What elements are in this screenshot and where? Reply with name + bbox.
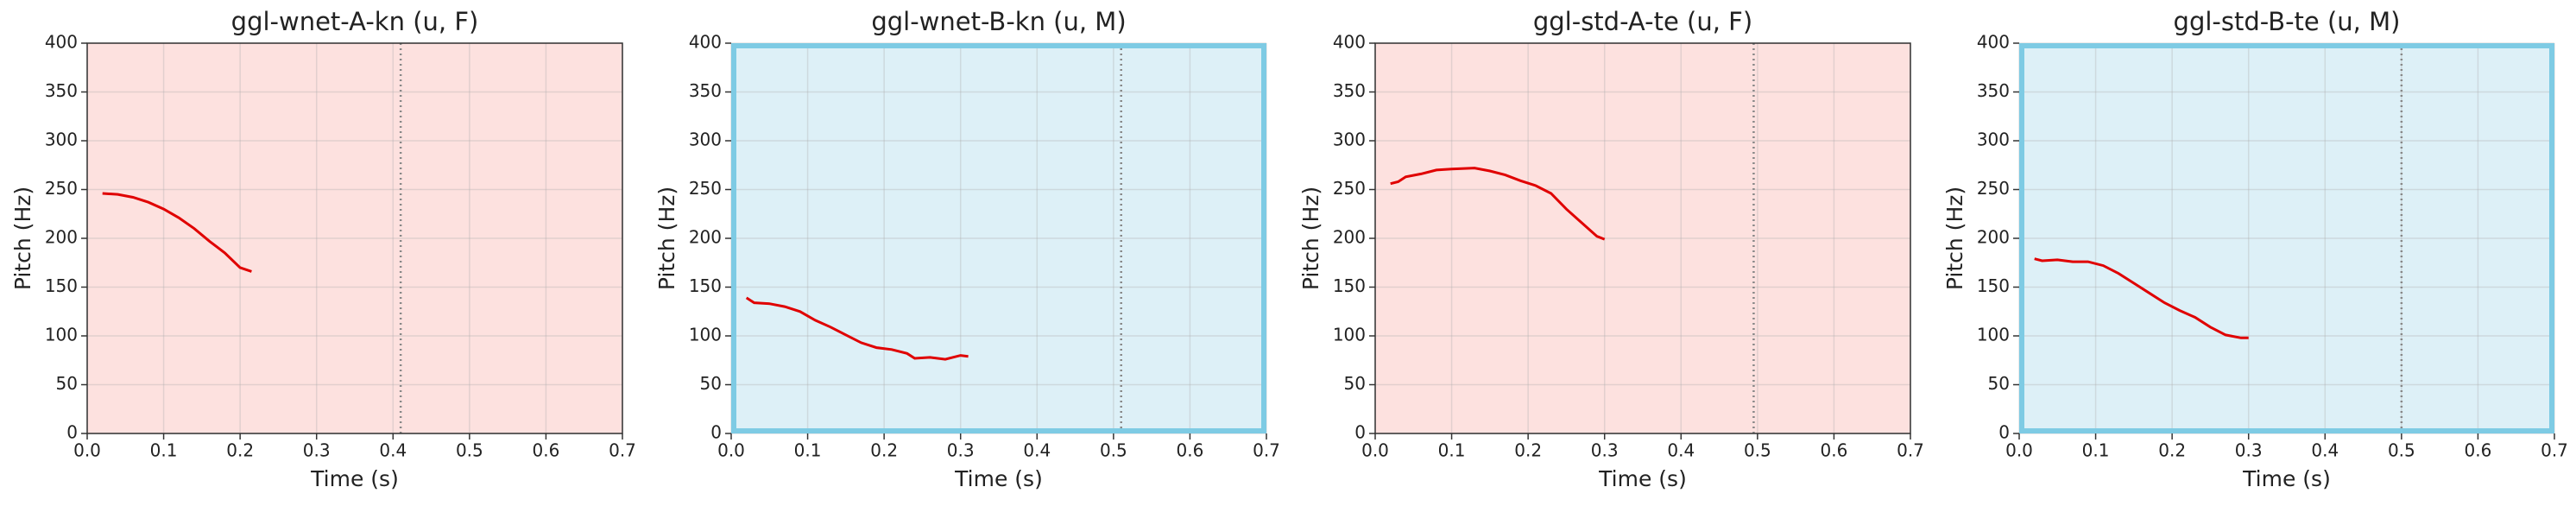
- y-tick-label: 300: [689, 130, 722, 150]
- x-tick-label: 0.4: [2311, 440, 2339, 461]
- x-tick-label: 0.0: [73, 440, 101, 461]
- x-tick-label: 0.0: [1361, 440, 1389, 461]
- y-tick-label: 0: [1354, 422, 1366, 443]
- y-tick-label: 150: [1977, 275, 2010, 296]
- y-axis-label: Pitch (Hz): [1298, 187, 1323, 290]
- y-tick-label: 50: [56, 373, 78, 394]
- x-tick-label: 0.4: [379, 440, 407, 461]
- x-tick-label: 0.2: [2158, 440, 2186, 461]
- y-tick-label: 50: [700, 373, 722, 394]
- x-tick-label: 0.3: [2235, 440, 2263, 461]
- y-tick-label: 350: [1977, 80, 2010, 101]
- y-tick-label: 0: [710, 422, 722, 443]
- y-tick-label: 250: [1977, 178, 2010, 199]
- y-tick-label: 0: [66, 422, 78, 443]
- y-tick-label: 400: [1333, 32, 1366, 53]
- x-tick-label: 0.5: [1100, 440, 1127, 461]
- x-axis-label: Time (s): [2242, 466, 2331, 491]
- x-tick-label: 0.2: [1514, 440, 1542, 461]
- plot-border: [731, 43, 1266, 433]
- pitch-line: [2034, 257, 2249, 339]
- y-tick-label: 400: [689, 32, 722, 53]
- y-tick-label: 200: [689, 227, 722, 248]
- y-axis-label: Pitch (Hz): [1942, 187, 1967, 290]
- y-tick-label: 100: [1977, 325, 2010, 345]
- plot-background: [2019, 43, 2554, 433]
- y-tick-label: 100: [689, 325, 722, 345]
- y-tick-label: 250: [1333, 178, 1366, 199]
- y-tick-label: 200: [45, 227, 78, 248]
- x-tick-label: 0.4: [1667, 440, 1695, 461]
- y-tick-label: 300: [1977, 130, 2010, 150]
- y-tick-label: 400: [45, 32, 78, 53]
- plot-border: [2019, 43, 2554, 433]
- x-tick-label: 0.6: [1177, 440, 1204, 461]
- chart-title: ggl-std-B-te (u, M): [2174, 7, 2401, 36]
- chart-title: ggl-wnet-B-kn (u, M): [871, 7, 1126, 36]
- x-tick-label: 0.1: [794, 440, 822, 461]
- x-tick-label: 0.6: [533, 440, 560, 461]
- chart-title: ggl-wnet-A-kn (u, F): [231, 7, 479, 36]
- y-tick-label: 50: [1988, 373, 2010, 394]
- y-tick-label: 300: [45, 130, 78, 150]
- x-tick-label: 0.7: [1897, 440, 1924, 461]
- pitch-line: [102, 192, 252, 273]
- y-tick-label: 250: [689, 178, 722, 199]
- y-tick-label: 200: [1333, 227, 1366, 248]
- y-tick-label: 150: [1333, 275, 1366, 296]
- plot-background: [731, 43, 1266, 433]
- x-tick-label: 0.3: [303, 440, 331, 461]
- y-tick-label: 350: [689, 80, 722, 101]
- x-tick-label: 0.3: [947, 440, 975, 461]
- x-tick-label: 0.2: [870, 440, 898, 461]
- x-tick-label: 0.0: [2005, 440, 2033, 461]
- x-tick-label: 0.1: [2082, 440, 2110, 461]
- y-tick-label: 250: [45, 178, 78, 199]
- x-tick-label: 0.5: [456, 440, 483, 461]
- chart-title: ggl-std-A-te (u, F): [1533, 7, 1752, 36]
- y-tick-label: 350: [45, 80, 78, 101]
- y-tick-label: 200: [1977, 227, 2010, 248]
- y-tick-label: 350: [1333, 80, 1366, 101]
- x-tick-label: 0.6: [1821, 440, 1848, 461]
- y-tick-label: 400: [1977, 32, 2010, 53]
- pitch-line: [1390, 167, 1606, 241]
- x-axis-label: Time (s): [1598, 466, 1687, 491]
- x-tick-label: 0.1: [1438, 440, 1466, 461]
- pitch-line: [745, 296, 969, 361]
- x-tick-label: 0.6: [2465, 440, 2492, 461]
- x-tick-label: 0.1: [150, 440, 178, 461]
- x-tick-label: 0.2: [226, 440, 254, 461]
- x-tick-label: 0.5: [1744, 440, 1771, 461]
- x-tick-label: 0.5: [2388, 440, 2415, 461]
- x-tick-label: 0.7: [609, 440, 636, 461]
- plot-background: [1375, 43, 1910, 433]
- x-tick-label: 0.7: [2541, 440, 2568, 461]
- plot-background: [87, 43, 622, 433]
- x-tick-label: 0.4: [1023, 440, 1051, 461]
- y-tick-label: 100: [1333, 325, 1366, 345]
- x-tick-label: 0.3: [1591, 440, 1619, 461]
- x-tick-label: 0.7: [1253, 440, 1280, 461]
- y-axis-label: Pitch (Hz): [10, 187, 35, 290]
- x-axis-label: Time (s): [310, 466, 399, 491]
- y-tick-label: 150: [45, 275, 78, 296]
- y-tick-label: 150: [689, 275, 722, 296]
- y-tick-label: 100: [45, 325, 78, 345]
- y-axis-label: Pitch (Hz): [654, 187, 679, 290]
- y-tick-label: 300: [1333, 130, 1366, 150]
- y-tick-label: 50: [1344, 373, 1366, 394]
- y-tick-label: 0: [1998, 422, 2010, 443]
- x-axis-label: Time (s): [954, 466, 1043, 491]
- x-tick-label: 0.0: [717, 440, 745, 461]
